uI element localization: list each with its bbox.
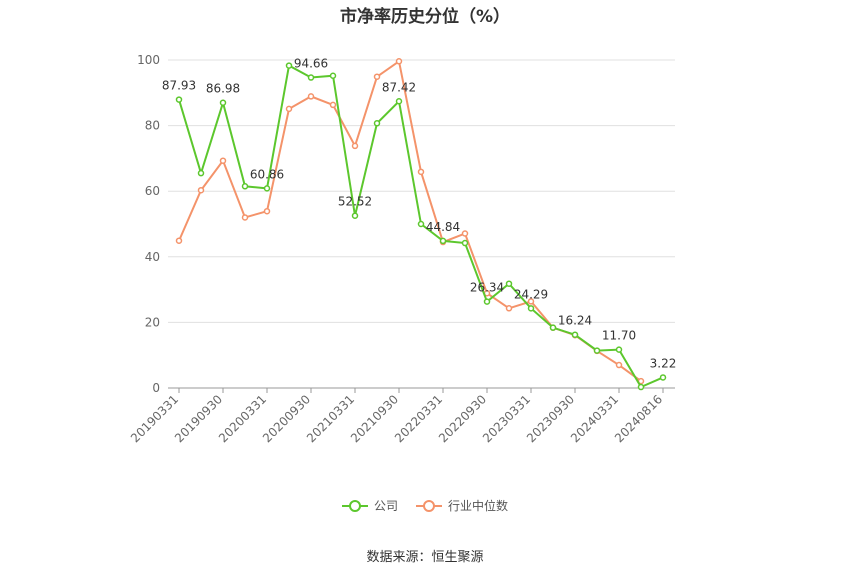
point-label: 44.84 xyxy=(426,220,460,234)
data-point xyxy=(241,214,249,221)
x-tick-label: 20240816 xyxy=(612,392,665,445)
data-point xyxy=(219,157,227,164)
legend-label-industry-median: 行业中位数 xyxy=(448,499,509,513)
legend-item-industry-median[interactable]: 行业中位数 xyxy=(416,497,508,514)
data-point xyxy=(329,101,337,109)
data-point xyxy=(175,237,183,244)
data-source: 数据来源：恒生聚源 xyxy=(366,550,484,565)
point-label: 86.98 xyxy=(206,82,240,96)
data-point xyxy=(417,220,425,228)
data-point xyxy=(329,72,337,79)
data-point xyxy=(285,62,293,69)
point-label: 11.70 xyxy=(602,329,636,343)
point-label: 94.66 xyxy=(294,57,328,71)
data-point xyxy=(505,305,513,312)
data-point xyxy=(593,347,601,354)
data-point xyxy=(285,105,293,113)
data-point xyxy=(395,58,403,65)
y-tick-label: 80 xyxy=(145,119,160,133)
data-point xyxy=(197,169,205,177)
data-point xyxy=(527,305,535,312)
data-point xyxy=(439,237,447,245)
point-label: 52.52 xyxy=(338,195,372,209)
point-label: 16.24 xyxy=(558,314,592,328)
data-point xyxy=(571,331,579,338)
data-point xyxy=(219,99,227,106)
data-point xyxy=(659,374,667,381)
data-point xyxy=(175,96,183,103)
data-point xyxy=(307,93,315,100)
data-point xyxy=(615,361,623,369)
legend-swatch-company xyxy=(341,499,368,513)
point-label: 87.42 xyxy=(382,80,416,94)
data-point xyxy=(263,207,271,215)
data-point xyxy=(395,98,403,105)
point-label: 26.34 xyxy=(470,281,504,295)
data-point xyxy=(527,298,535,305)
data-point xyxy=(461,230,469,237)
data-point xyxy=(263,185,271,192)
chart-title: 市净率历史分位（%） xyxy=(339,7,511,27)
y-tick-label: 100 xyxy=(137,53,160,67)
data-point xyxy=(197,186,205,194)
point-label: 3.22 xyxy=(650,356,677,370)
data-point xyxy=(483,298,491,305)
data-point xyxy=(307,74,315,81)
data-point xyxy=(615,346,623,353)
point-label: 87.93 xyxy=(162,79,196,93)
data-point xyxy=(351,212,359,219)
chart-legend: 公司 行业中位数 xyxy=(0,497,850,514)
data-point xyxy=(241,183,249,190)
y-tick-label: 40 xyxy=(145,250,160,264)
point-label: 24.29 xyxy=(514,287,548,301)
y-tick-label: 20 xyxy=(145,315,160,329)
data-point xyxy=(461,239,469,247)
data-point xyxy=(637,383,645,391)
data-point xyxy=(373,120,381,127)
y-tick-label: 60 xyxy=(145,184,160,198)
data-point xyxy=(351,142,359,150)
y-tick-label: 0 xyxy=(152,381,160,395)
data-point xyxy=(417,168,425,176)
data-point xyxy=(505,280,513,287)
data-point xyxy=(373,73,381,80)
legend-label-company: 公司 xyxy=(373,499,398,513)
point-label: 60.86 xyxy=(250,167,284,181)
legend-item-company[interactable]: 公司 xyxy=(341,497,398,514)
data-point xyxy=(549,324,557,331)
legend-swatch-industry-median xyxy=(416,499,442,513)
